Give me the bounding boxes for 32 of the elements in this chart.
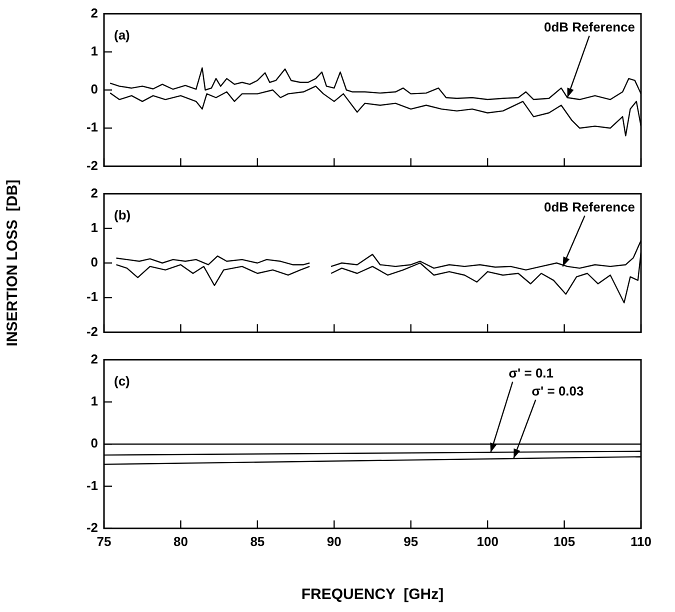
y-tick-label: 0 <box>90 82 98 97</box>
y-tick-label: -1 <box>86 120 98 135</box>
x-tick-label: 110 <box>630 534 652 549</box>
y-tick-label: -1 <box>86 478 98 493</box>
x-tick-label: 105 <box>553 534 576 549</box>
y-tick-label: 1 <box>90 220 98 235</box>
x-tick-label: 95 <box>404 534 418 549</box>
annotation: (b) <box>114 207 131 222</box>
y-tick-label: 2 <box>90 351 98 366</box>
y-tick-label: -2 <box>86 520 98 535</box>
y-tick-label: -2 <box>86 324 98 339</box>
x-tick-label: 75 <box>96 534 112 549</box>
x-axis-title: FREQUENCY [GHz] <box>301 586 444 604</box>
y-tick-label: 0 <box>90 254 98 270</box>
x-tick-label: 85 <box>250 534 265 549</box>
y-tick-label: -2 <box>86 158 98 173</box>
y-tick-label: 1 <box>90 43 98 58</box>
y-tick-label: 1 <box>90 394 98 409</box>
annotation: 0dB Reference <box>544 19 636 34</box>
x-tick-label: 90 <box>326 534 342 549</box>
y-tick-label: 2 <box>90 185 98 200</box>
annotation: (a) <box>114 27 130 42</box>
y-tick-label: -1 <box>86 289 98 304</box>
x-tick-label: 100 <box>476 534 498 549</box>
y-tick-label: 0 <box>90 436 98 451</box>
annotation: σ' = 0.03 <box>532 383 584 398</box>
x-tick-label: 80 <box>173 534 188 549</box>
annotation: σ' = 0.1 <box>508 365 554 380</box>
y-tick-label: 2 <box>90 5 98 20</box>
annotation: 0dB Reference <box>544 199 636 214</box>
y-axis-title: INSERTION LOSS [DB] <box>4 180 22 346</box>
annotation: (c) <box>114 373 130 388</box>
